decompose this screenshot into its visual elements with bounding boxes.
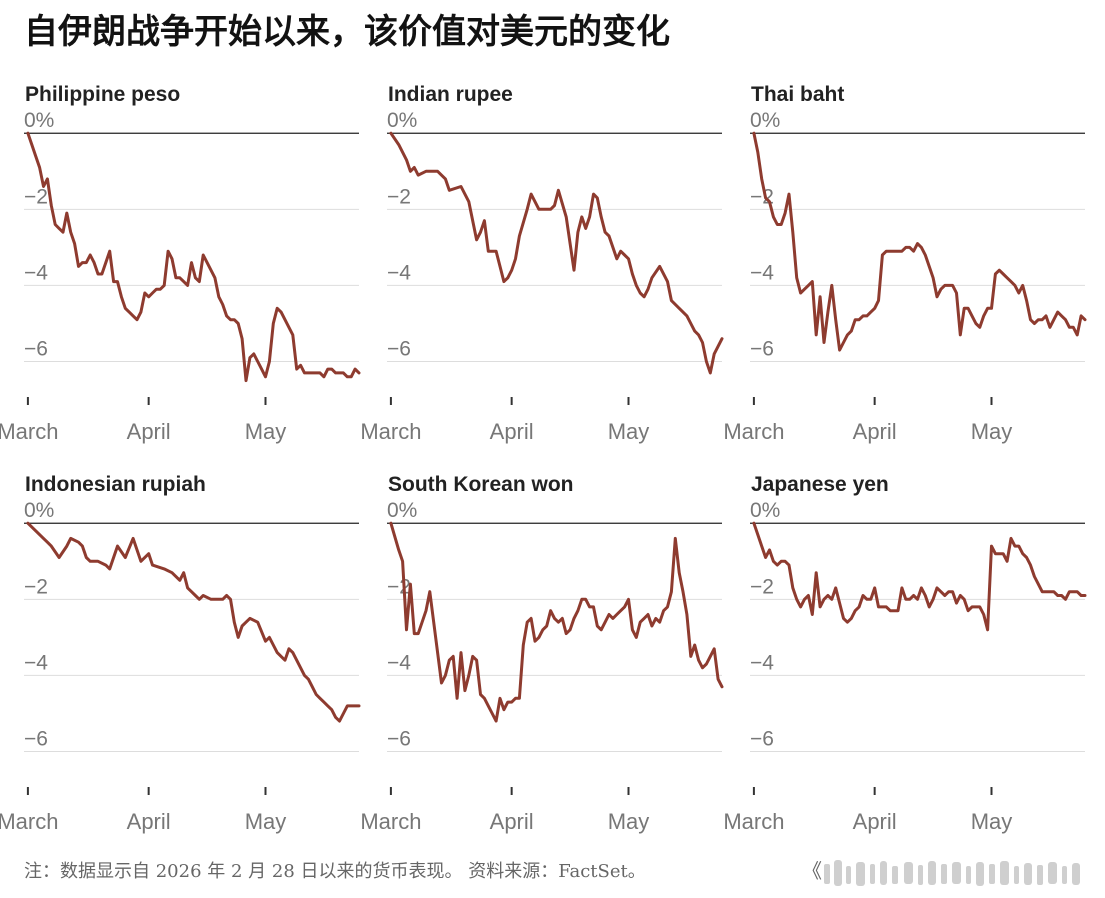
x-tick-label: May bbox=[608, 419, 650, 444]
chart-plot: 0% −2 −4 −6 March April May bbox=[0, 499, 361, 834]
x-tick-label: May bbox=[971, 809, 1013, 834]
chart-plot: 0% −2 −4 −6 March April May bbox=[723, 499, 1087, 834]
x-tick-label: April bbox=[853, 809, 897, 834]
panel-indonesian-rupiah: Indonesian rupiah 0% −2 −4 −6 March April May bbox=[0, 473, 364, 834]
chart-plot: 0% −2 −4 −6 March April May bbox=[360, 499, 724, 834]
y-tick-label: −2 bbox=[750, 575, 774, 598]
y-tick-label: −6 bbox=[24, 338, 48, 361]
y-tick-label: −6 bbox=[750, 728, 774, 751]
footer-mark: 《 bbox=[802, 859, 822, 883]
x-tick-label: March bbox=[360, 419, 421, 444]
y-tick-label: −4 bbox=[387, 261, 411, 284]
panel-japanese-yen: Japanese yen 0% −2 −4 −6 March April May bbox=[723, 473, 1090, 834]
y-tick-label: 0% bbox=[750, 109, 780, 132]
panel-title: Indonesian rupiah bbox=[25, 473, 206, 496]
y-tick-label: −2 bbox=[24, 185, 48, 208]
y-tick-label: −4 bbox=[24, 651, 48, 674]
panel-title: South Korean won bbox=[388, 473, 574, 496]
series-line bbox=[389, 131, 724, 375]
x-tick-label: April bbox=[853, 419, 897, 444]
y-tick-label: −4 bbox=[750, 261, 774, 284]
y-tick-label: −2 bbox=[24, 575, 48, 598]
chart-plot: 0% −2 −4 −6 March April May bbox=[360, 109, 724, 444]
y-tick-label: −4 bbox=[24, 261, 48, 284]
chart-title: 自伊朗战争开始以来，该价值对美元的变化 bbox=[24, 12, 670, 52]
panel-title: Indian rupee bbox=[388, 83, 513, 106]
y-tick-label: −2 bbox=[750, 185, 774, 208]
y-tick-label: −4 bbox=[750, 651, 774, 674]
x-tick-label: April bbox=[490, 419, 534, 444]
x-tick-label: May bbox=[608, 809, 650, 834]
x-tick-label: May bbox=[245, 419, 287, 444]
panel-philippine-peso: Philippine peso 0% −2 −4 −6 March April May bbox=[0, 83, 364, 444]
x-tick-label: May bbox=[245, 809, 287, 834]
series-line bbox=[389, 521, 724, 723]
x-tick-label: April bbox=[490, 809, 534, 834]
panel-title: Japanese yen bbox=[751, 473, 889, 496]
y-tick-label: −6 bbox=[387, 338, 411, 361]
panel-indian-rupee: Indian rupee 0% −2 −4 −6 March April May bbox=[360, 83, 727, 444]
series-line bbox=[26, 131, 361, 383]
x-tick-label: March bbox=[0, 809, 58, 834]
y-tick-label: 0% bbox=[750, 499, 780, 522]
chart-plot: 0% −2 −4 −6 March April May bbox=[723, 109, 1087, 444]
x-tick-label: March bbox=[723, 809, 784, 834]
y-tick-label: −2 bbox=[387, 575, 411, 598]
chart-plot: 0% −2 −4 −6 March April May bbox=[0, 109, 361, 444]
series-line bbox=[752, 131, 1087, 352]
watermark-graphic bbox=[824, 860, 1080, 886]
x-tick-label: March bbox=[723, 419, 784, 444]
x-tick-label: March bbox=[360, 809, 421, 834]
y-tick-label: 0% bbox=[24, 109, 54, 132]
x-tick-label: May bbox=[971, 419, 1013, 444]
x-tick-label: April bbox=[127, 419, 171, 444]
y-tick-label: −6 bbox=[24, 728, 48, 751]
panel-title: Philippine peso bbox=[25, 83, 181, 106]
panel-south-korean-won: South Korean won 0% −2 −4 −6 March April May bbox=[360, 473, 727, 834]
y-tick-label: −6 bbox=[750, 338, 774, 361]
x-tick-label: March bbox=[0, 419, 58, 444]
y-tick-label: 0% bbox=[387, 109, 417, 132]
series-line bbox=[752, 521, 1087, 632]
y-tick-label: −2 bbox=[387, 185, 411, 208]
series-line bbox=[26, 521, 361, 723]
y-tick-label: 0% bbox=[387, 499, 417, 522]
y-tick-label: −6 bbox=[387, 728, 411, 751]
x-tick-label: April bbox=[127, 809, 171, 834]
y-tick-label: −4 bbox=[387, 651, 411, 674]
panel-thai-baht: Thai baht 0% −2 −4 −6 March April May bbox=[723, 83, 1090, 444]
panel-title: Thai baht bbox=[751, 83, 845, 106]
source-note: 注：数据显示自 2026 年 2 月 28 日以来的货币表现。 资料来源：Fac… bbox=[24, 861, 646, 882]
y-tick-label: 0% bbox=[24, 499, 54, 522]
